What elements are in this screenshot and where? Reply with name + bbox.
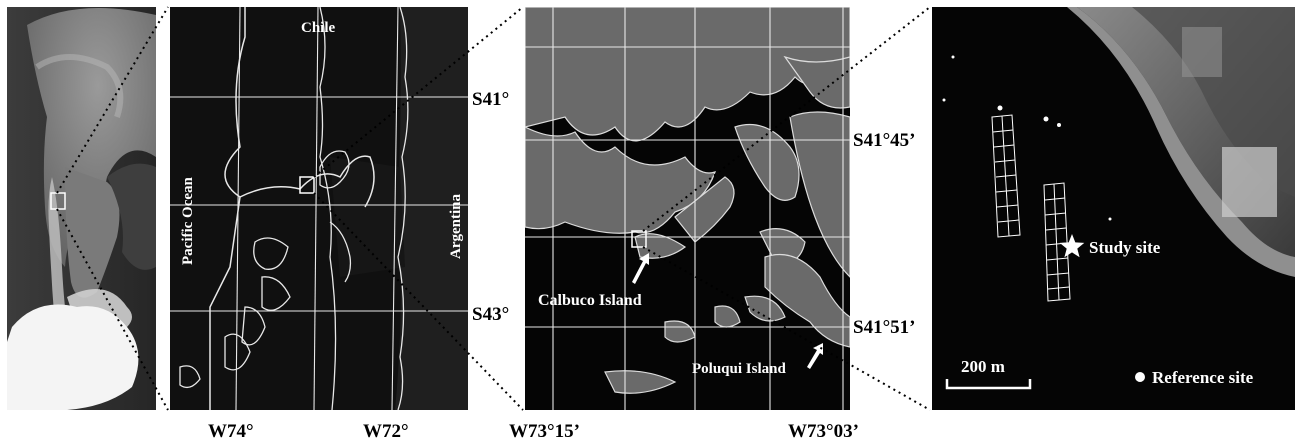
- study-site-image: Study site Reference site 200 m: [932, 7, 1295, 410]
- lon-label-w73-15: W73°15’: [509, 421, 580, 442]
- calbuco-inset-box: [631, 230, 647, 248]
- calbuco-satellite-image: Calbuco Island Poluqui Island: [525, 7, 850, 410]
- lat-label-s41: S41°: [472, 89, 510, 110]
- calbuco-island-label: Calbuco Island: [538, 292, 642, 309]
- scale-bar-label: 200 m: [961, 357, 1005, 376]
- overview-panel: [7, 7, 156, 410]
- lat-label-s41-51: S41°51’: [853, 317, 916, 338]
- lon-label-w72: W72°: [363, 421, 409, 442]
- pacific-ocean-label: Pacific Ocean: [180, 176, 196, 265]
- scale-bar: [945, 379, 1032, 390]
- regional-map-panel: Chile Pacific Ocean Argentina: [170, 7, 468, 410]
- poluqui-island-label: Poluqui Island: [692, 361, 786, 377]
- lat-label-s41-45: S41°45’: [853, 130, 916, 151]
- argentina-label: Argentina: [448, 194, 464, 259]
- calbuco-panel: Calbuco Island Poluqui Island: [525, 7, 850, 410]
- study-site-star-icon: [1059, 234, 1085, 258]
- reference-site-dot-icon: [1135, 372, 1145, 382]
- regional-map: Chile Pacific Ocean Argentina: [170, 7, 468, 410]
- study-site-label: Study site: [1089, 238, 1161, 257]
- lon-label-w74: W74°: [208, 421, 254, 442]
- lat-label-s43: S43°: [472, 304, 510, 325]
- chile-label: Chile: [301, 20, 336, 36]
- study-site-panel: Study site Reference site 200 m: [932, 7, 1295, 410]
- overview-satellite-image: [7, 7, 156, 410]
- lon-label-w73-03: W73°03’: [788, 421, 859, 442]
- regional-inset-box: [299, 176, 315, 194]
- culture-grid-2: [1043, 182, 1071, 302]
- reference-site-label: Reference site: [1152, 368, 1254, 387]
- culture-grid-1: [991, 114, 1021, 238]
- buoy-dots: [942, 55, 1112, 221]
